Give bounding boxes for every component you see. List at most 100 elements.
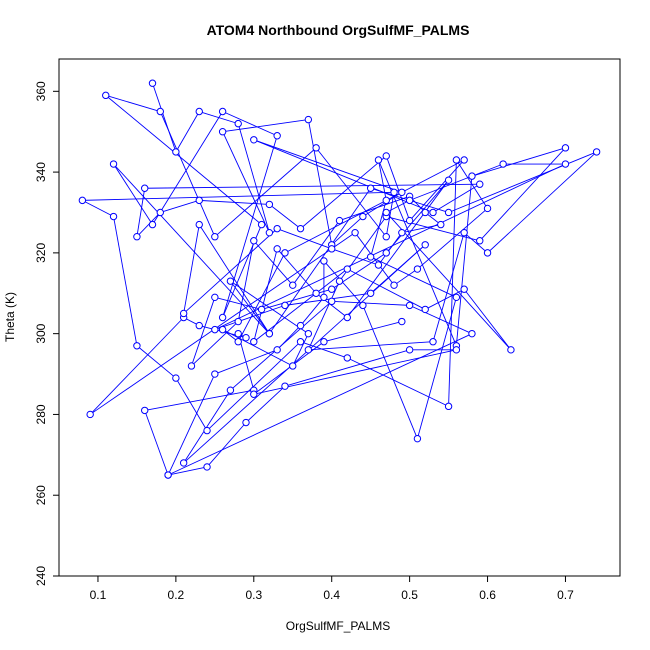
series-line-segment xyxy=(308,341,434,351)
series-lines xyxy=(82,83,597,476)
data-point xyxy=(304,115,313,124)
y-tick-label: 340 xyxy=(34,162,48,182)
data-point xyxy=(211,293,219,302)
series-line-segment xyxy=(416,297,457,439)
data-point xyxy=(172,374,180,382)
series-line-segment xyxy=(105,95,262,225)
data-point xyxy=(195,107,203,116)
data-point xyxy=(382,233,390,241)
series-line-segment xyxy=(292,220,340,286)
series-line-segment xyxy=(331,216,364,246)
series-line-segment xyxy=(385,155,411,221)
data-point xyxy=(343,265,351,273)
series-line-segment xyxy=(378,159,387,201)
data-point xyxy=(359,301,367,310)
series-line-segment xyxy=(378,159,457,346)
data-point xyxy=(374,261,383,269)
data-point xyxy=(320,338,328,346)
series-line-segment xyxy=(253,139,402,193)
series-line-segment xyxy=(386,216,480,242)
data-point xyxy=(421,241,429,249)
data-point xyxy=(366,289,375,297)
series-line-segment xyxy=(152,83,177,153)
series-line-segment xyxy=(105,94,161,112)
series-line-segment xyxy=(214,147,317,238)
series-line-segment xyxy=(175,111,200,153)
data-point xyxy=(405,216,414,225)
data-point xyxy=(405,301,414,310)
data-point xyxy=(109,212,118,221)
series-line-segment xyxy=(409,163,504,201)
data-point xyxy=(109,160,118,168)
series-line-segment xyxy=(253,248,278,342)
series-line-segment xyxy=(214,304,286,331)
data-point xyxy=(398,317,406,326)
data-point xyxy=(328,297,336,306)
chart-title: ATOM4 Northbound OrgSulfMF_PALMS xyxy=(207,22,470,38)
series-line-segment xyxy=(471,147,566,177)
data-point xyxy=(211,370,219,378)
series-line-segment xyxy=(284,292,371,306)
series-line-segment xyxy=(409,159,465,221)
data-point xyxy=(218,107,227,116)
series-line-segment xyxy=(206,422,247,468)
series-line-segment xyxy=(385,192,395,237)
series-line-segment xyxy=(167,373,216,476)
data-point xyxy=(328,285,336,293)
data-point xyxy=(195,220,203,229)
series-line-segment xyxy=(253,341,325,395)
data-point xyxy=(265,228,274,237)
data-point xyxy=(257,305,266,314)
series-line-segment xyxy=(144,389,254,411)
data-point xyxy=(405,346,414,354)
series-line-segment xyxy=(183,224,200,314)
x-tick-label: 0.5 xyxy=(401,588,418,602)
data-point xyxy=(211,325,219,334)
data-point xyxy=(296,321,305,330)
data-point xyxy=(281,249,289,257)
x-tick-label: 0.2 xyxy=(168,588,185,602)
series-line-segment xyxy=(432,183,480,213)
data-point xyxy=(444,208,453,217)
y-tick-label: 320 xyxy=(34,243,48,263)
data-point xyxy=(187,362,196,370)
data-point xyxy=(179,309,188,318)
data-point xyxy=(413,434,422,443)
series-line-segment xyxy=(245,385,286,423)
series-line-segment xyxy=(160,199,200,213)
data-point xyxy=(366,184,375,192)
series-line-segment xyxy=(385,179,449,254)
series-line-segment xyxy=(448,151,597,213)
data-point xyxy=(218,128,227,136)
series-line-segment xyxy=(284,159,465,254)
x-tick-label: 0.7 xyxy=(557,588,574,602)
series-line-segment xyxy=(425,288,465,310)
data-point xyxy=(460,228,468,237)
data-point xyxy=(413,265,422,273)
series-line-segment xyxy=(183,389,231,464)
series-line-segment xyxy=(300,297,325,326)
series-line-segment xyxy=(183,228,278,314)
data-point xyxy=(218,313,227,322)
series-line-segment xyxy=(307,119,333,245)
data-point xyxy=(195,196,203,205)
data-point xyxy=(234,119,242,128)
data-point xyxy=(592,148,601,156)
data-point xyxy=(328,245,336,253)
data-point xyxy=(452,156,461,164)
data-point xyxy=(250,390,258,398)
data-point xyxy=(289,362,297,370)
series-line-segment xyxy=(269,187,372,334)
data-point xyxy=(561,144,570,152)
series-line-segment xyxy=(331,248,379,266)
data-point xyxy=(468,329,476,338)
data-point xyxy=(242,418,250,427)
series-line-segment xyxy=(300,155,387,229)
data-point xyxy=(250,338,258,346)
data-point xyxy=(405,196,414,205)
data-point xyxy=(226,277,235,285)
data-point xyxy=(351,228,359,237)
series-line-segment xyxy=(463,232,488,254)
